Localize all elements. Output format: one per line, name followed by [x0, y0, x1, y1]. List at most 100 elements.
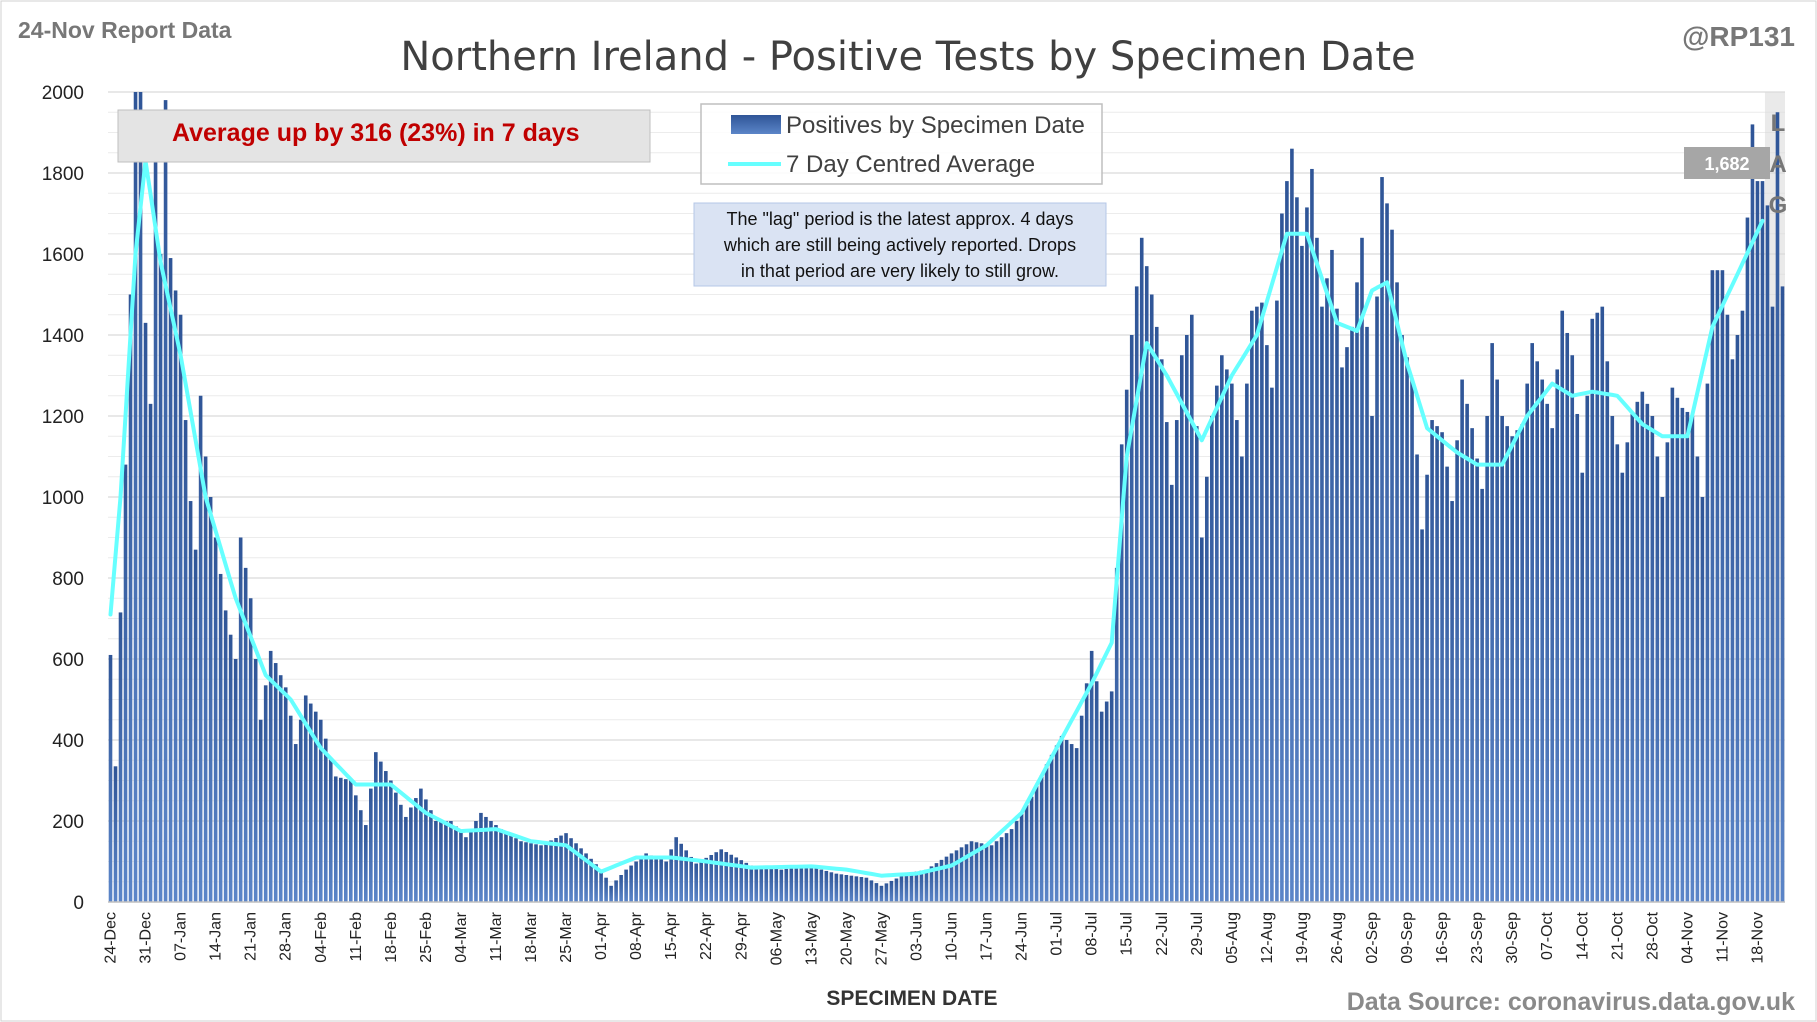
bar — [1124, 389, 1129, 902]
bar — [298, 719, 303, 902]
bar — [729, 854, 734, 902]
bar — [143, 322, 148, 903]
bar — [1710, 270, 1715, 902]
bar — [158, 254, 163, 902]
x-tick-label: 07-Oct — [1539, 911, 1556, 960]
bar — [1645, 403, 1650, 902]
bar — [1390, 229, 1394, 902]
x-tick-label: 09-Sep — [1399, 912, 1416, 964]
y-tick-label: 200 — [52, 812, 84, 833]
bar — [1715, 270, 1720, 902]
bar — [944, 856, 949, 902]
bar — [579, 848, 583, 902]
x-tick-label: 22-Apr — [698, 911, 715, 960]
bar — [1395, 282, 1399, 903]
bar — [1069, 744, 1074, 902]
bar — [1315, 237, 1319, 903]
bar — [1265, 345, 1269, 902]
bar — [774, 868, 779, 902]
lag-note-line-3: in that period are very likely to still … — [741, 261, 1059, 281]
bar — [904, 873, 909, 902]
bar — [749, 865, 754, 902]
y-tick-label: 0 — [73, 893, 84, 914]
bar — [358, 810, 363, 902]
bar — [193, 549, 198, 902]
bar — [263, 685, 268, 902]
lag-note-line-1: The "lag" period is the latest approx. 4… — [727, 209, 1074, 229]
bar — [789, 867, 794, 902]
bar — [799, 866, 804, 902]
bar — [1420, 529, 1424, 902]
bar — [1775, 112, 1780, 902]
bar — [704, 857, 709, 902]
bar — [1580, 472, 1585, 902]
bar — [504, 832, 508, 902]
bar — [984, 844, 989, 902]
bar — [1290, 148, 1294, 902]
bar — [1610, 416, 1615, 902]
legend-label-line: 7 Day Centred Average — [786, 151, 1035, 178]
bar — [133, 92, 138, 902]
bar — [1675, 397, 1680, 902]
bar — [374, 752, 378, 902]
bar — [614, 880, 618, 902]
lag-letter-a: A — [1769, 151, 1786, 178]
bar — [1565, 332, 1570, 903]
bar — [699, 860, 704, 902]
legend-swatch-bars — [731, 115, 781, 134]
x-tick-label: 12-Aug — [1259, 912, 1276, 964]
data-source-label: Data Source: coronavirus.data.gov.uk — [1347, 988, 1795, 1016]
bar — [1004, 833, 1009, 902]
bar — [529, 843, 533, 902]
bar — [569, 838, 573, 902]
bar — [564, 833, 568, 902]
bar — [1685, 411, 1690, 902]
bar — [248, 598, 253, 902]
bar — [1510, 436, 1514, 902]
bar — [864, 877, 869, 902]
bar — [1670, 387, 1675, 902]
bar — [369, 788, 373, 902]
x-tick-label: 25-Mar — [558, 911, 575, 962]
bar — [1370, 416, 1374, 902]
bar — [474, 821, 478, 902]
bar — [1225, 369, 1229, 902]
bar — [288, 715, 293, 902]
x-tick-label: 11-Nov — [1714, 912, 1731, 962]
bar — [949, 853, 954, 902]
lag-period-band — [1764, 92, 1785, 902]
bar — [168, 258, 173, 902]
bar — [644, 853, 648, 902]
x-tick-label: 24-Jun — [1014, 912, 1031, 961]
bar — [654, 857, 658, 902]
bar — [1235, 420, 1239, 902]
bar — [724, 852, 729, 902]
bar — [238, 537, 243, 902]
bar — [1740, 310, 1745, 902]
bar — [1360, 237, 1364, 903]
bar — [589, 858, 593, 902]
bar — [624, 869, 628, 902]
bar — [784, 868, 789, 902]
bar — [824, 870, 829, 902]
x-tick-label: 30-Sep — [1504, 912, 1521, 964]
bar — [1169, 484, 1174, 902]
bar — [1129, 335, 1134, 902]
lag-letter-l: L — [1771, 110, 1786, 137]
bar — [819, 869, 824, 902]
bar — [809, 866, 814, 902]
bar — [1154, 326, 1159, 902]
bar — [459, 831, 463, 902]
bar — [1560, 310, 1565, 902]
y-tick-label: 1600 — [42, 245, 84, 266]
bar — [419, 788, 423, 902]
bar — [1470, 428, 1474, 902]
bar — [919, 870, 924, 902]
x-tick-label: 21-Jan — [243, 912, 260, 961]
x-tick-label: 16-Sep — [1434, 912, 1451, 964]
bar — [449, 821, 453, 902]
x-tick-label: 06-May — [768, 912, 785, 965]
x-tick-label: 18-Mar — [523, 911, 540, 962]
bar — [759, 866, 764, 902]
